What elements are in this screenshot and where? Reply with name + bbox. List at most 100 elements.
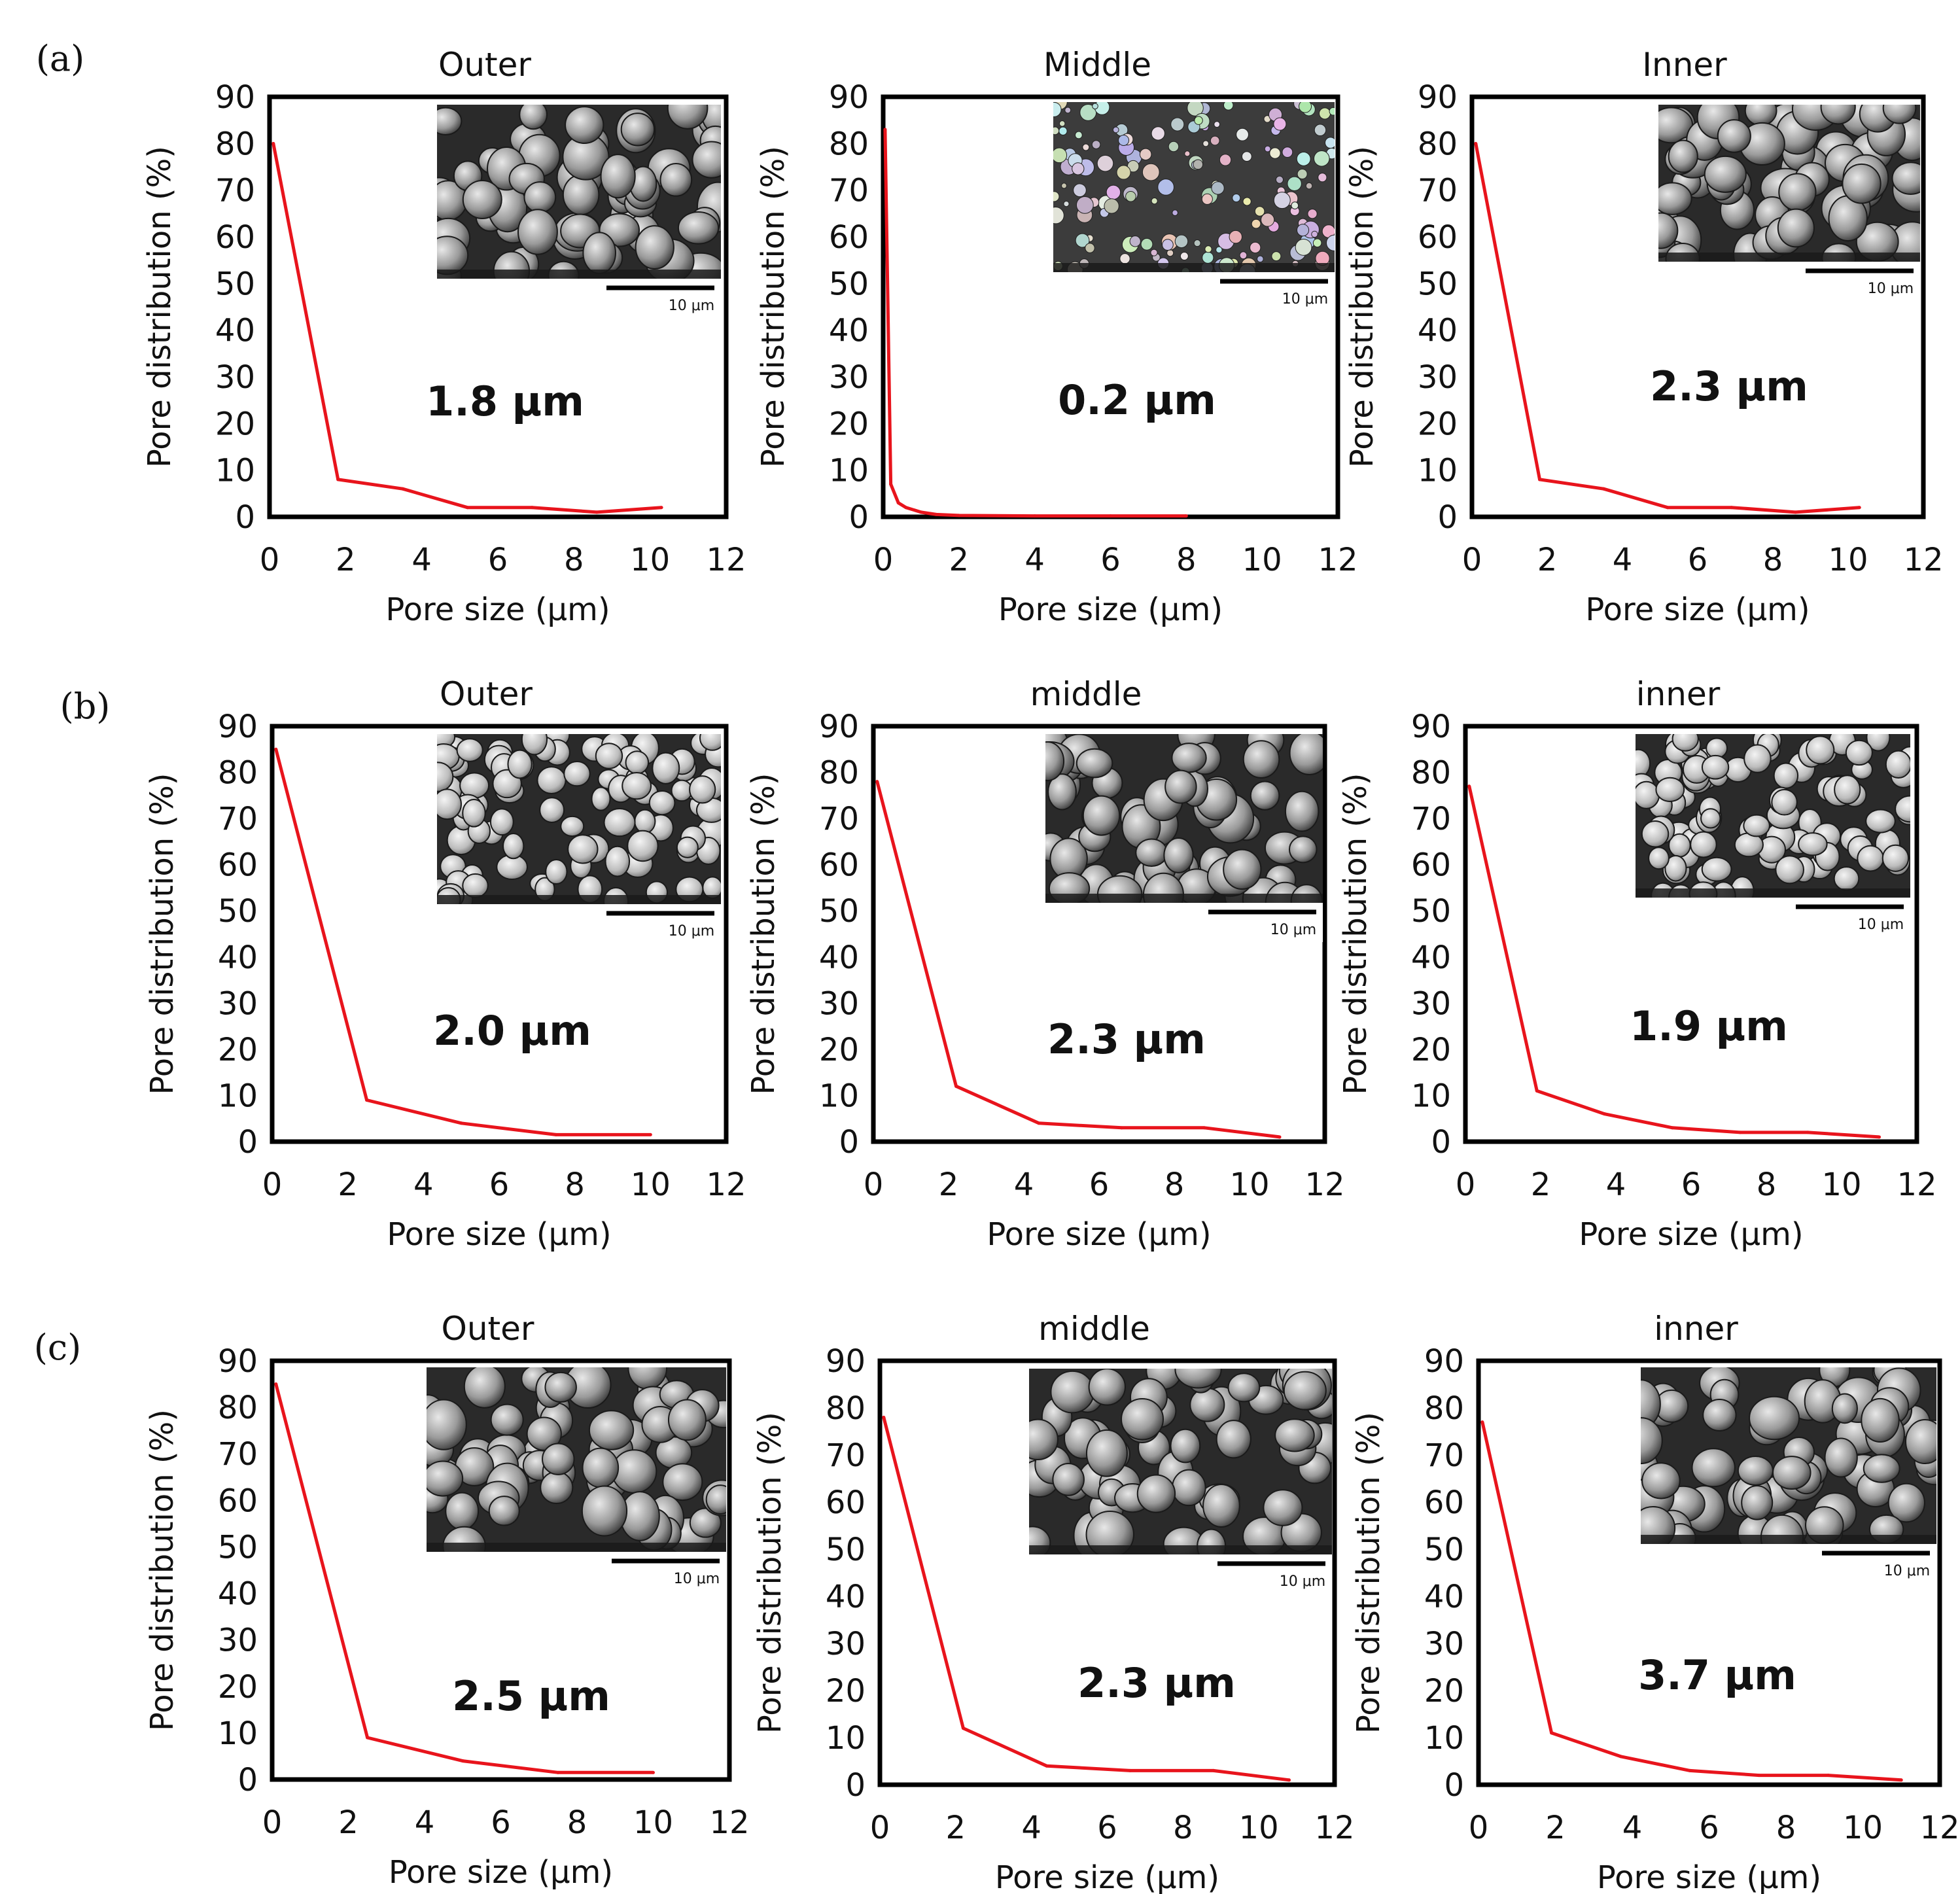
y-tick-label: 0 — [849, 499, 869, 536]
y-tick-label: 50 — [215, 266, 255, 302]
x-tick-label: 8 — [1176, 542, 1197, 578]
data-point — [1535, 1089, 1539, 1093]
data-point — [659, 506, 663, 510]
y-axis-label: Pore distribution (%) — [1350, 1412, 1387, 1734]
data-point — [465, 506, 469, 510]
data-point — [1033, 514, 1037, 518]
y-tick-label: 20 — [1411, 1032, 1451, 1068]
x-tick-label: 2 — [338, 1166, 358, 1203]
mean-pore-size-label: 2.5 μm — [452, 1672, 610, 1720]
x-tick-label: 4 — [1606, 1166, 1626, 1203]
y-tick-label: 0 — [237, 1124, 258, 1161]
y-tick-label: 0 — [235, 499, 255, 536]
x-tick-label: 10 — [1843, 1810, 1883, 1846]
x-tick-label: 0 — [262, 1804, 283, 1841]
sem-inset-image: 10 μm — [1053, 102, 1335, 311]
micrograph-info-strip — [1658, 253, 1920, 262]
x-axis-label: Pore size (μm) — [389, 1854, 613, 1891]
y-tick-label: 70 — [1411, 801, 1451, 837]
y-tick-label: 90 — [218, 709, 258, 745]
y-tick-label: 80 — [1411, 755, 1451, 792]
y-tick-label: 0 — [1431, 1124, 1451, 1161]
x-axis-label: Pore size (μm) — [1597, 1859, 1821, 1894]
data-point — [1550, 1731, 1554, 1735]
data-point — [1120, 1126, 1123, 1130]
chart-panel-3: Inner 0 10 20 30 40 50 60 70 80 90 0 2 4 6 8 10 12 Pore si… — [1344, 46, 1944, 628]
mean-pore-size-label: 2.3 μm — [1077, 1659, 1236, 1707]
data-point — [652, 1770, 655, 1774]
sem-inset-image: 10 μm — [1045, 734, 1323, 942]
y-tick-label: 90 — [1424, 1343, 1464, 1380]
data-point — [1601, 487, 1605, 491]
chart-title: Inner — [1642, 46, 1727, 84]
x-axis-label: Pore size (μm) — [998, 591, 1223, 628]
y-axis-label: Pore distribution (%) — [755, 146, 792, 468]
y-tick-label: 80 — [218, 755, 258, 792]
y-tick-label: 40 — [819, 939, 859, 976]
x-tick-label: 0 — [1456, 1166, 1476, 1203]
x-tick-label: 12 — [1314, 1810, 1354, 1846]
x-tick-label: 6 — [1100, 542, 1121, 578]
micrograph-particles — [427, 1367, 726, 1552]
data-point — [1212, 1768, 1216, 1772]
y-tick-label: 70 — [819, 801, 859, 837]
y-tick-label: 30 — [215, 359, 255, 396]
x-tick-label: 2 — [338, 1804, 359, 1841]
x-tick-label: 12 — [1304, 1166, 1344, 1203]
data-point — [1899, 1778, 1903, 1782]
y-axis-label: Pore distribution (%) — [141, 146, 178, 468]
y-tick-label: 90 — [819, 709, 859, 745]
x-tick-label: 10 — [1821, 1166, 1861, 1203]
sem-inset-image: 10 μm — [437, 105, 721, 318]
scale-bar-area — [1658, 262, 1920, 301]
data-point — [883, 128, 887, 132]
scale-bar-label: 10 μm — [674, 1571, 720, 1587]
x-tick-label: 2 — [1531, 1166, 1551, 1203]
data-point — [1878, 1135, 1881, 1139]
row-label-c: (c) — [34, 1327, 81, 1368]
scale-bar-area — [1641, 1544, 1936, 1583]
x-axis-label: Pore size (μm) — [385, 591, 610, 628]
x-tick-label: 2 — [1537, 542, 1558, 578]
data-point — [1480, 1420, 1484, 1424]
y-tick-label: 20 — [218, 1032, 258, 1068]
y-tick-label: 40 — [1424, 1579, 1464, 1615]
x-tick-label: 10 — [631, 1166, 671, 1203]
chart-panel-8: middle 0 10 20 30 40 50 60 70 80 90 0 2 4 6 8 10 12 Pore s… — [752, 1310, 1355, 1894]
x-tick-label: 10 — [1242, 542, 1282, 578]
data-point — [1738, 1131, 1742, 1134]
y-tick-label: 90 — [218, 1343, 258, 1380]
mean-pore-size-label: 3.7 μm — [1638, 1651, 1796, 1699]
y-tick-label: 60 — [215, 219, 255, 256]
y-tick-label: 20 — [819, 1032, 859, 1068]
y-tick-label: 90 — [1418, 79, 1458, 116]
sem-inset-image: 10 μm — [427, 1367, 726, 1591]
data-point — [957, 514, 961, 517]
data-point — [595, 510, 599, 514]
chart-title: Outer — [442, 1310, 534, 1348]
data-point — [904, 506, 908, 510]
x-tick-label: 2 — [949, 542, 970, 578]
data-point — [1666, 506, 1670, 510]
x-axis-label: Pore size (μm) — [1579, 1216, 1803, 1253]
mean-pore-size-label: 1.8 μm — [426, 377, 584, 425]
data-point — [401, 487, 405, 491]
y-tick-label: 70 — [1418, 173, 1458, 209]
scale-bar-area — [1053, 272, 1335, 311]
x-tick-label: 10 — [633, 1804, 673, 1841]
y-tick-label: 80 — [1418, 126, 1458, 162]
x-tick-label: 10 — [1239, 1810, 1279, 1846]
chart-panel-4: Outer 0 10 20 30 40 50 60 70 80 90 0 2 4 6 8 10 12 Pore si… — [144, 675, 746, 1253]
data-point — [1109, 514, 1112, 518]
y-tick-label: 50 — [1424, 1532, 1464, 1568]
data-point — [961, 1727, 965, 1730]
micrograph-info-strip — [427, 1543, 726, 1552]
y-tick-label: 80 — [826, 1390, 866, 1427]
micrograph-info-strip — [437, 895, 721, 904]
x-tick-label: 6 — [1089, 1166, 1110, 1203]
x-tick-label: 8 — [1173, 1810, 1193, 1846]
mean-pore-size-label: 2.3 μm — [1650, 362, 1808, 410]
y-tick-label: 30 — [1418, 359, 1458, 396]
sem-inset-image: 10 μm — [1636, 734, 1910, 937]
y-axis-label: Pore distribution (%) — [745, 773, 782, 1095]
